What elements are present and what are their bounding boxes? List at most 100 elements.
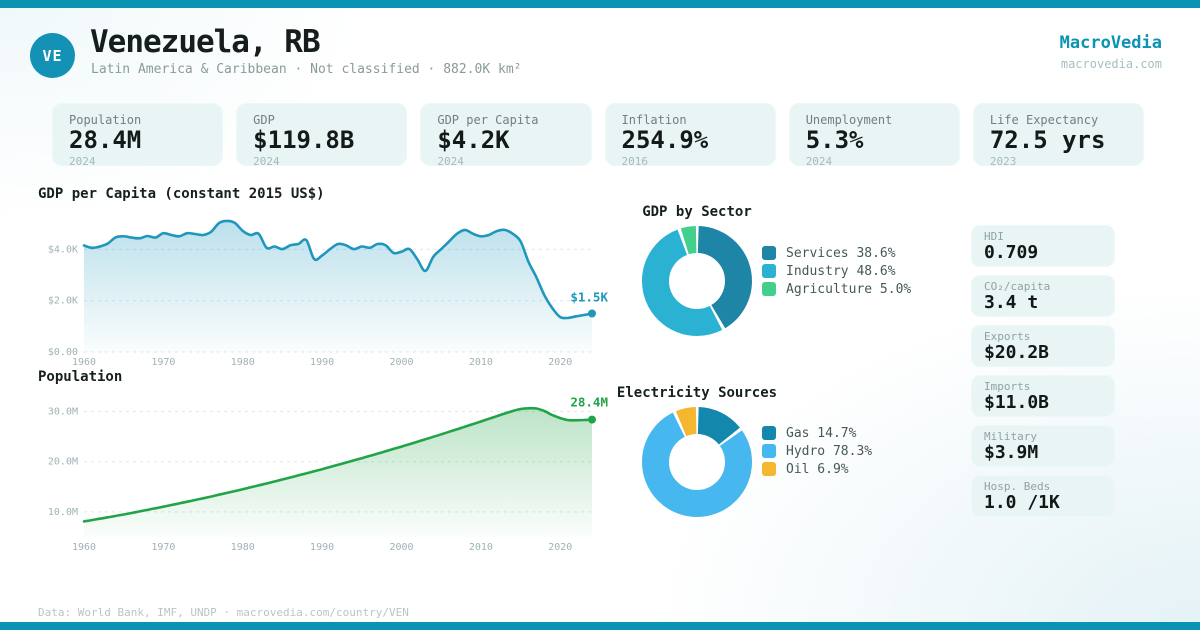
stat-card-population: Population 28.4M 2024 <box>52 103 224 166</box>
side-card-co2: CO₂/capita 3.4 t <box>971 275 1115 317</box>
svg-text:2010: 2010 <box>469 542 493 553</box>
page-title: Venezuela, RB <box>90 24 321 60</box>
svg-text:20.0M: 20.0M <box>48 457 78 468</box>
electricity-sources-legend: Gas 14.7% Hydro 78.3% Oil 6.9% <box>762 424 872 478</box>
stat-cards-row: Population 28.4M 2024 GDP $119.8B 2024 G… <box>52 103 1145 166</box>
side-value: 0.709 <box>984 242 1039 263</box>
stat-card-gdp: GDP $119.8B 2024 <box>236 103 408 166</box>
stat-year: 2016 <box>621 155 649 166</box>
side-value: 3.4 t <box>984 292 1039 313</box>
legend-label: Gas 14.7% <box>786 425 857 441</box>
svg-text:10.0M: 10.0M <box>48 507 78 518</box>
stat-label: Life Expectancy <box>989 113 1099 127</box>
stat-label: GDP <box>253 113 275 127</box>
stat-year: 2024 <box>805 155 833 166</box>
agriculture-color-chip <box>762 282 776 296</box>
svg-text:1990: 1990 <box>310 357 334 368</box>
electricity-sources-title-wrap: Electricity Sources <box>617 385 777 401</box>
gdp-by-sector-title-wrap: GDP by Sector <box>641 204 753 220</box>
side-card-hospital-beds: Hosp. Beds 1.0 /1K <box>971 475 1115 517</box>
svg-text:1980: 1980 <box>231 542 255 553</box>
side-label: HDI <box>984 230 1004 243</box>
electricity-sources-donut <box>642 407 752 517</box>
population-chart: 10.0M 20.0M 30.0M 1960 1970 1980 1990 2000 2010 2… <box>48 395 608 553</box>
stat-card-gdp-per-capita: GDP per Capita $4.2K 2024 <box>420 103 592 166</box>
stat-value: 5.3% <box>805 126 864 154</box>
population-chart-title: Population <box>38 369 123 385</box>
stat-year: 2024 <box>69 155 96 166</box>
stat-label: Population <box>69 113 142 127</box>
oil-color-chip <box>762 462 776 476</box>
legend-item-services: Services 38.6% <box>762 244 911 262</box>
population-chart-block: Population 10.0M 20.0M 30.0M 1960 1970 1980 19… <box>38 369 610 559</box>
svg-text:2010: 2010 <box>469 357 493 368</box>
bottom-accent-bar <box>0 622 1200 630</box>
svg-text:$1.5K: $1.5K <box>570 290 608 305</box>
stat-year: 2024 <box>253 155 280 166</box>
side-stats-column: HDI 0.709 CO₂/capita 3.4 t Exports $20.2… <box>971 225 1115 525</box>
svg-text:1960: 1960 <box>72 357 96 368</box>
gas-color-chip <box>762 426 776 440</box>
gdp-by-sector-legend: Services 38.6% Industry 48.6% Agricultur… <box>762 244 911 298</box>
gdp-by-sector-title: GDP by Sector <box>642 204 752 220</box>
side-card-exports: Exports $20.2B <box>971 325 1115 367</box>
country-code-badge: VE <box>30 33 75 78</box>
brand-name: MacroVedia <box>1059 33 1162 53</box>
svg-text:30.0M: 30.0M <box>48 407 78 418</box>
stat-value: $4.2K <box>437 126 510 154</box>
side-card-imports: Imports $11.0B <box>971 375 1115 417</box>
svg-text:$4.0K: $4.0K <box>48 244 78 255</box>
stat-card-inflation: Inflation 254.9% 2016 <box>604 103 776 166</box>
services-color-chip <box>762 246 776 260</box>
stat-card-life-expectancy: Life Expectancy 72.5 yrs 2023 <box>972 103 1145 166</box>
legend-item-hydro: Hydro 78.3% <box>762 442 872 460</box>
stat-year: 2024 <box>437 155 464 166</box>
side-label: Exports <box>984 330 1031 343</box>
gdp-per-capita-chart: $0.00 $2.0K $4.0K 1960 1970 1980 1990 2000 2010 2… <box>48 219 608 368</box>
legend-label: Oil 6.9% <box>786 461 849 477</box>
legend-label: Agriculture 5.0% <box>786 281 912 297</box>
stat-value: $119.8B <box>253 126 355 154</box>
side-label: Hosp. Beds <box>984 480 1051 493</box>
svg-text:28.4M: 28.4M <box>570 395 608 410</box>
top-accent-bar <box>0 0 1200 8</box>
svg-text:1990: 1990 <box>310 542 334 553</box>
stat-year: 2023 <box>989 155 1017 166</box>
side-value: $11.0B <box>984 392 1050 413</box>
stat-label: Unemployment <box>805 113 893 127</box>
side-label: Imports <box>984 380 1031 393</box>
legend-label: Industry 48.6% <box>786 263 896 279</box>
svg-text:$0.00: $0.00 <box>48 347 78 358</box>
svg-text:2020: 2020 <box>548 542 572 553</box>
stat-label: Inflation <box>621 113 687 127</box>
legend-label: Hydro 78.3% <box>786 443 873 459</box>
side-card-military: Military $3.9M <box>971 425 1115 467</box>
legend-item-gas: Gas 14.7% <box>762 424 872 442</box>
legend-item-oil: Oil 6.9% <box>762 460 872 478</box>
svg-text:1970: 1970 <box>151 357 175 368</box>
stat-card-unemployment: Unemployment 5.3% 2024 <box>788 103 960 166</box>
page-subtitle: Latin America & Caribbean · Not classifi… <box>91 62 522 77</box>
side-card-hdi: HDI 0.709 <box>971 225 1115 267</box>
side-value: $20.2B <box>984 342 1050 363</box>
svg-text:1960: 1960 <box>72 542 96 553</box>
stat-value: 72.5 yrs <box>989 126 1106 154</box>
svg-text:1970: 1970 <box>151 542 175 553</box>
svg-text:$2.0K: $2.0K <box>48 296 78 307</box>
side-value: $3.9M <box>984 442 1039 463</box>
brand-domain: macrovedia.com <box>1060 57 1162 71</box>
side-label: Military <box>984 430 1037 443</box>
gdp-per-capita-chart-title: GDP per Capita (constant 2015 US$) <box>38 186 325 202</box>
legend-item-industry: Industry 48.6% <box>762 262 911 280</box>
stat-label: GDP per Capita <box>437 113 539 127</box>
side-value: 1.0 /1K <box>984 492 1060 513</box>
svg-text:2000: 2000 <box>389 357 413 368</box>
gdp-by-sector-donut <box>642 226 752 336</box>
stat-value: 28.4M <box>69 126 142 154</box>
legend-item-agriculture: Agriculture 5.0% <box>762 280 911 298</box>
legend-label: Services 38.6% <box>786 245 896 261</box>
svg-text:2000: 2000 <box>389 542 413 553</box>
brand-block: MacroVedia macrovedia.com <box>1060 33 1162 71</box>
hydro-color-chip <box>762 444 776 458</box>
stat-value: 254.9% <box>621 126 709 154</box>
